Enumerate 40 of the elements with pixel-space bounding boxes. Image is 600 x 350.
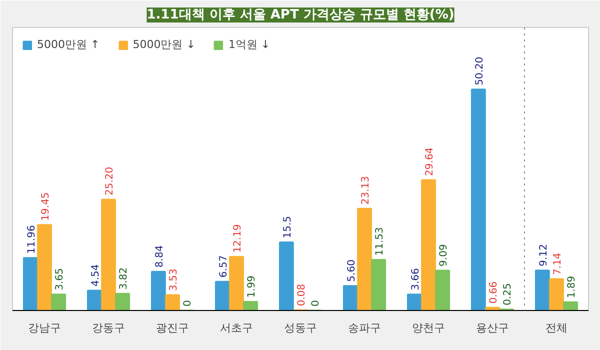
data-label: 1.89 — [566, 276, 578, 298]
x-tick-label: 서초구 — [220, 322, 253, 334]
legend-label: 5000만원 ↓ — [132, 37, 196, 52]
legend-label: 5000만원 ↑ — [37, 37, 100, 52]
data-label: 5.60 — [346, 260, 358, 282]
data-label: 11.96 — [26, 225, 38, 254]
x-tick-label: 강동구 — [92, 322, 125, 334]
data-label: 1.99 — [246, 275, 258, 298]
x-tick-label: 송파구 — [348, 322, 381, 334]
data-label: 9.12 — [538, 244, 550, 266]
data-label: 0 — [310, 300, 322, 306]
data-label: 50.20 — [474, 56, 486, 86]
data-label: 3.53 — [168, 268, 180, 291]
data-label: 0.66 — [488, 281, 500, 304]
data-label: 6.57 — [218, 255, 230, 278]
legend-label: 1억원 ↓ — [228, 37, 270, 52]
data-label: 19.45 — [40, 192, 52, 221]
data-label: 3.65 — [54, 268, 66, 290]
data-label: 15.5 — [282, 216, 294, 238]
data-label: 0.08 — [296, 284, 308, 306]
data-label: 3.66 — [410, 268, 422, 290]
data-label: 0.25 — [502, 283, 514, 306]
x-tick-label: 성동구 — [284, 322, 317, 334]
x-tick-label: 강남구 — [28, 322, 61, 334]
x-tick-label: 양천구 — [412, 322, 445, 334]
data-label: 9.09 — [438, 244, 450, 266]
data-label: 25.20 — [104, 166, 116, 196]
data-label: 3.82 — [118, 267, 130, 290]
data-label: 4.54 — [90, 264, 102, 287]
data-label: 29.64 — [424, 147, 436, 176]
data-label: 23.13 — [360, 176, 372, 205]
data-label: 11.53 — [374, 227, 386, 256]
x-tick-label: 전체 — [546, 322, 568, 334]
data-label: 12.19 — [232, 224, 244, 253]
chart-title: 1.11대책 이후 서울 APT 가격상승 규모별 현황(%) — [146, 8, 454, 22]
data-label: 8.84 — [154, 245, 166, 268]
x-tick-label: 광진구 — [156, 322, 189, 334]
data-label: 7.14 — [552, 252, 564, 276]
x-tick-label: 용산구 — [476, 322, 509, 334]
data-label: 0 — [182, 300, 194, 306]
